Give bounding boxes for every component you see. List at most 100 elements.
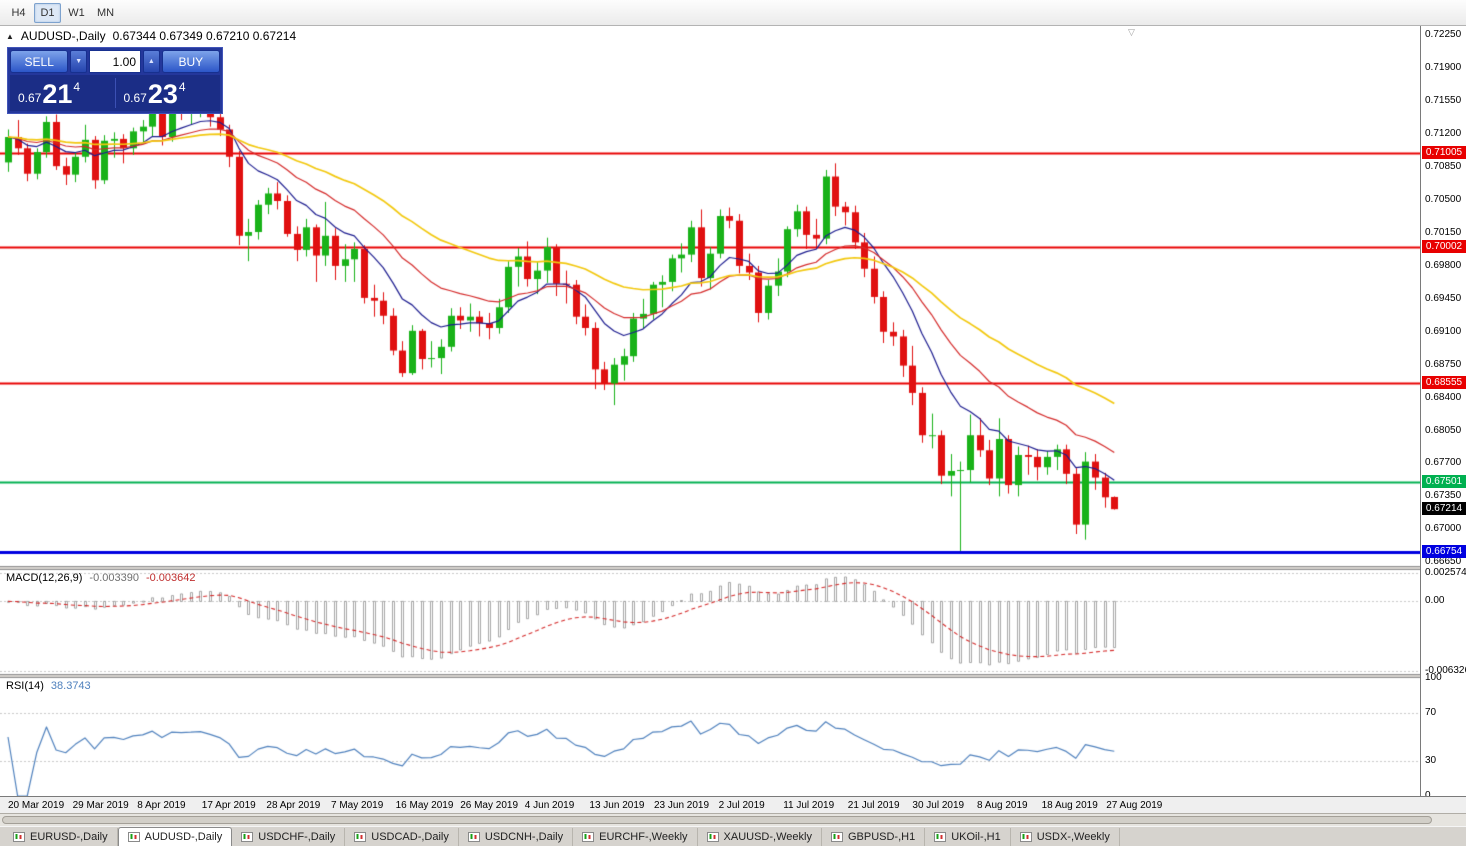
price-tick-label: 0.68050 [1425, 424, 1462, 436]
chart-window: 0.72250 0.71900 0.71550 0.71200 0.70850 0.705… [0, 26, 1466, 796]
chart-tab-usdcad-daily[interactable]: USDCAD-,Daily [345, 828, 459, 846]
price-tick-label: 0.69100 [1425, 325, 1462, 337]
price-tick-label: 0.70150 [1425, 226, 1462, 238]
sell-price-prefix: 0.67 [18, 91, 42, 105]
date-label: 17 Apr 2019 [201, 800, 256, 811]
chart-tab-usdx-weekly[interactable]: USDX-,Weekly [1011, 828, 1120, 846]
macd-tick-label: -0.006326 [1425, 664, 1466, 676]
trade-panel-divider [114, 78, 116, 108]
rsi-tick-label: 0 [1425, 790, 1431, 796]
chart-title: ▲ AUDUSD-,Daily 0.67344 0.67349 0.67210 … [6, 29, 296, 43]
price-tick-label: 0.67000 [1425, 523, 1462, 535]
rsi-label: RSI(14) 38.3743 [6, 680, 91, 692]
chart-tab-audusd-daily[interactable]: AUDUSD-,Daily [117, 827, 233, 846]
macd-tick-label: 0.002574 [1425, 567, 1466, 579]
chart-tab-label: EURCHF-,Weekly [599, 831, 688, 843]
chart-icon [582, 832, 595, 842]
chart-icon [934, 832, 947, 842]
chart-icon [706, 832, 719, 842]
timeframe-button-w1[interactable]: W1 [68, 6, 85, 19]
buy-price-big: 23 [147, 79, 178, 109]
date-label: 28 Apr 2019 [266, 800, 321, 811]
rsi-tick-label: 70 [1425, 707, 1437, 719]
chart-tab-label: UKOil-,H1 [951, 831, 1001, 843]
rsi-value: 38.3743 [50, 680, 91, 692]
price-tick-label: 0.67350 [1425, 490, 1462, 502]
sell-button[interactable]: SELL [10, 50, 69, 73]
chart-tab-eurusd-daily[interactable]: EURUSD-,Daily [4, 828, 118, 846]
price-tick-label: 0.70850 [1425, 161, 1462, 173]
date-label: 11 Jul 2019 [783, 800, 835, 811]
rsi-name: RSI(14) [6, 680, 44, 692]
price-tick-label: 0.69800 [1425, 259, 1462, 271]
chart-tab-eurchf-weekly[interactable]: EURCHF-,Weekly [573, 828, 698, 846]
date-label: 18 Aug 2019 [1041, 800, 1098, 811]
volume-decrease-button[interactable]: ▼ [70, 50, 87, 73]
price-tick-label: 0.67700 [1425, 457, 1462, 469]
chart-icon [1019, 832, 1032, 842]
hline-price-label: 0.66754 [1422, 545, 1466, 559]
buy-button[interactable]: BUY [161, 50, 220, 73]
chart-tab-gbpusd-h1[interactable]: GBPUSD-,H1 [822, 828, 926, 846]
hline-price-label: 0.70002 [1422, 239, 1466, 253]
hline-price-label: 0.67501 [1422, 475, 1466, 489]
sell-price-sup: 4 [73, 80, 81, 94]
chart-tab-label: AUDUSD-,Daily [144, 831, 223, 843]
chart-tab-label: GBPUSD-,H1 [847, 831, 916, 843]
chart-tab-usdcnh-daily[interactable]: USDCNH-,Daily [459, 828, 574, 846]
horizontal-scrollbar[interactable] [0, 813, 1466, 826]
buy-price-prefix: 0.67 [123, 91, 147, 105]
rsi-tick-label: 30 [1425, 754, 1437, 766]
chart-tab-label: EURUSD-,Daily [30, 831, 108, 843]
one-click-toggle-icon[interactable]: ▲ [6, 31, 14, 41]
time-axis[interactable]: 20 Mar 2019 29 Mar 2019 8 Apr 2019 17 Apr 2… [0, 796, 1466, 813]
chart-tabs-bar: EURUSD-,Daily AUDUSD-,Daily USDCHF-,Daily U… [0, 826, 1466, 846]
timeframe-button-h4[interactable]: H4 [11, 6, 26, 19]
price-tick-label: 0.71550 [1425, 95, 1462, 107]
date-label: 20 Mar 2019 [8, 800, 65, 811]
chart-tab-xauusd-weekly[interactable]: XAUUSD-,Weekly [698, 828, 822, 846]
date-label: 29 Mar 2019 [72, 800, 129, 811]
buy-price-sup: 4 [178, 80, 186, 94]
price-tick-label: 0.69450 [1425, 292, 1462, 304]
volume-increase-button[interactable]: ▲ [143, 50, 160, 73]
price-tick-label: 0.71900 [1425, 62, 1462, 74]
chart-icon [830, 832, 843, 842]
date-label: 8 Aug 2019 [977, 800, 1028, 811]
buy-price[interactable]: 0.67 23 4 [116, 75, 221, 111]
hline-price-label: 0.68555 [1422, 376, 1466, 390]
timeframe-toolbar: H4 D1 W1 MN [0, 0, 1466, 26]
macd-signal-value: -0.003642 [145, 572, 196, 584]
price-tick-label: 0.71200 [1425, 128, 1462, 140]
chart-icon [241, 832, 254, 842]
chart-tab-label: USDCHF-,Daily [258, 831, 336, 843]
price-tick-label: 0.70500 [1425, 194, 1462, 206]
timeframe-button-d1[interactable]: D1 [34, 2, 61, 23]
price-tick-label: 0.66650 [1425, 556, 1462, 568]
price-axis[interactable]: 0.72250 0.71900 0.71550 0.71200 0.70850 0.705… [1420, 26, 1466, 796]
volume-input[interactable] [89, 50, 141, 73]
scrollbar-thumb[interactable] [2, 816, 1432, 824]
timeframe-button-mn[interactable]: MN [97, 6, 115, 19]
chart-ohlc-values: 0.67344 0.67349 0.67210 0.67214 [112, 29, 297, 43]
date-label: 8 Apr 2019 [137, 800, 186, 811]
chart-tab-label: USDCAD-,Daily [371, 831, 449, 843]
chart-tab-label: XAUUSD-,Weekly [723, 831, 812, 843]
chart-symbol-period: AUDUSD-,Daily [20, 29, 106, 43]
date-label: 26 May 2019 [460, 800, 519, 811]
chart-tab-ukoil-h1[interactable]: UKOil-,H1 [925, 828, 1011, 846]
chart-tab-label: USDX-,Weekly [1036, 831, 1110, 843]
sell-price-big: 21 [42, 79, 73, 109]
price-tick-label: 0.68750 [1425, 358, 1462, 370]
date-label: 23 Jun 2019 [654, 800, 710, 811]
price-chart-canvas[interactable] [0, 26, 1420, 796]
chart-tab-usdchf-daily[interactable]: USDCHF-,Daily [232, 828, 346, 846]
date-label: 13 Jun 2019 [589, 800, 645, 811]
price-tick-label: 0.68400 [1425, 391, 1462, 403]
chart-icon [127, 832, 140, 842]
date-label: 21 Jul 2019 [847, 800, 900, 811]
macd-tick-label: 0.00 [1425, 595, 1445, 607]
chart-shift-marker-icon: ▽ [1128, 27, 1135, 37]
sell-price[interactable]: 0.67 21 4 [10, 75, 115, 111]
date-label: 2 Jul 2019 [718, 800, 765, 811]
